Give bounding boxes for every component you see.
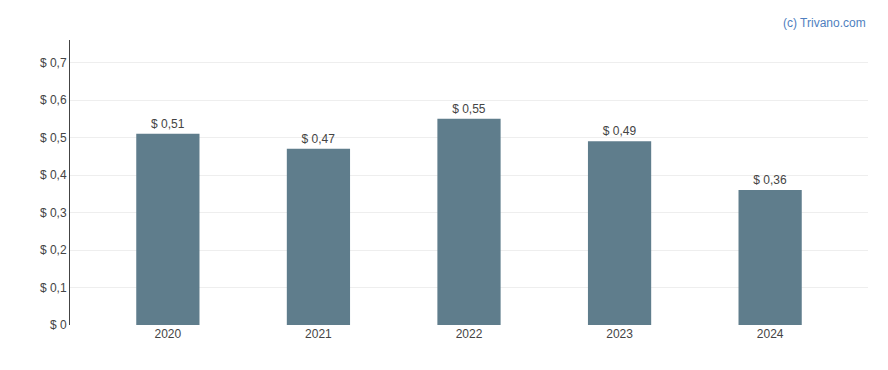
svg-text:$ 0,3: $ 0,3 [40,206,67,220]
svg-text:2023: 2023 [606,327,633,341]
svg-text:$ 0,2: $ 0,2 [40,243,67,257]
svg-text:$ 0,47: $ 0,47 [302,132,336,146]
svg-text:$ 0,5: $ 0,5 [40,131,67,145]
svg-text:2021: 2021 [305,327,332,341]
svg-text:$ 0,36: $ 0,36 [753,173,787,187]
svg-text:$ 0,4: $ 0,4 [40,168,67,182]
svg-text:$ 0,51: $ 0,51 [151,117,185,131]
svg-text:2020: 2020 [155,327,182,341]
svg-text:$ 0,49: $ 0,49 [603,124,637,138]
svg-text:$ 0,7: $ 0,7 [40,56,67,70]
svg-text:$ 0: $ 0 [50,318,67,332]
svg-text:2024: 2024 [757,327,784,341]
svg-text:$ 0,1: $ 0,1 [40,281,67,295]
svg-text:$ 0,55: $ 0,55 [452,102,486,116]
svg-text:(c) Trivano.com: (c) Trivano.com [783,16,866,30]
svg-text:$ 0,6: $ 0,6 [40,93,67,107]
svg-text:2022: 2022 [456,327,483,341]
